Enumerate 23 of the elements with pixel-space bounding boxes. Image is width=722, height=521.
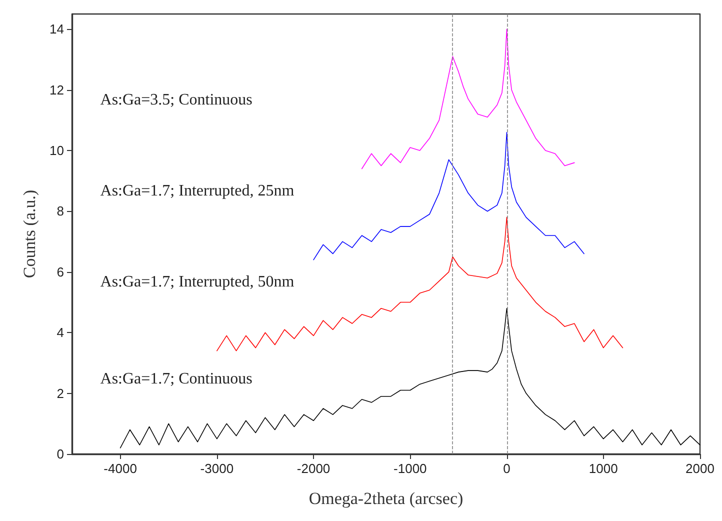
line-series (313, 132, 584, 260)
x-tick-label: -4000 (104, 461, 137, 476)
y-tick-label: 2 (56, 386, 64, 401)
y-tick-label: 10 (50, 143, 64, 158)
annotation: As:Ga=1.7; Continuous (100, 370, 252, 388)
y-tick-label: 4 (56, 325, 64, 340)
line-series (361, 28, 575, 170)
x-tick-label: -3000 (200, 461, 234, 476)
y-tick-label: 6 (56, 264, 64, 280)
x-tick-label: 2000 (686, 461, 714, 476)
x-tick-label: 1000 (588, 461, 618, 476)
annotation: As:Ga=1.7; Interrupted, 25nm (100, 182, 295, 200)
x-axis-title: Omega-2theta (arcsec) (308, 489, 464, 508)
y-tick-label: 12 (50, 82, 64, 98)
y-tick-label: 8 (56, 204, 64, 219)
y-tick-label: 14 (50, 22, 64, 37)
x-tick-label: -2000 (296, 461, 330, 476)
annotation: As:Ga=1.7; Interrupted, 50nm (100, 274, 295, 291)
x-tick-label: -1000 (394, 461, 427, 476)
annotation: As:Ga=3.5; Continuous (100, 92, 252, 108)
y-axis-title: Counts (a.u.) (20, 190, 39, 278)
y-tick-label: 0 (56, 446, 64, 462)
x-tick-label: 0 (503, 461, 510, 476)
